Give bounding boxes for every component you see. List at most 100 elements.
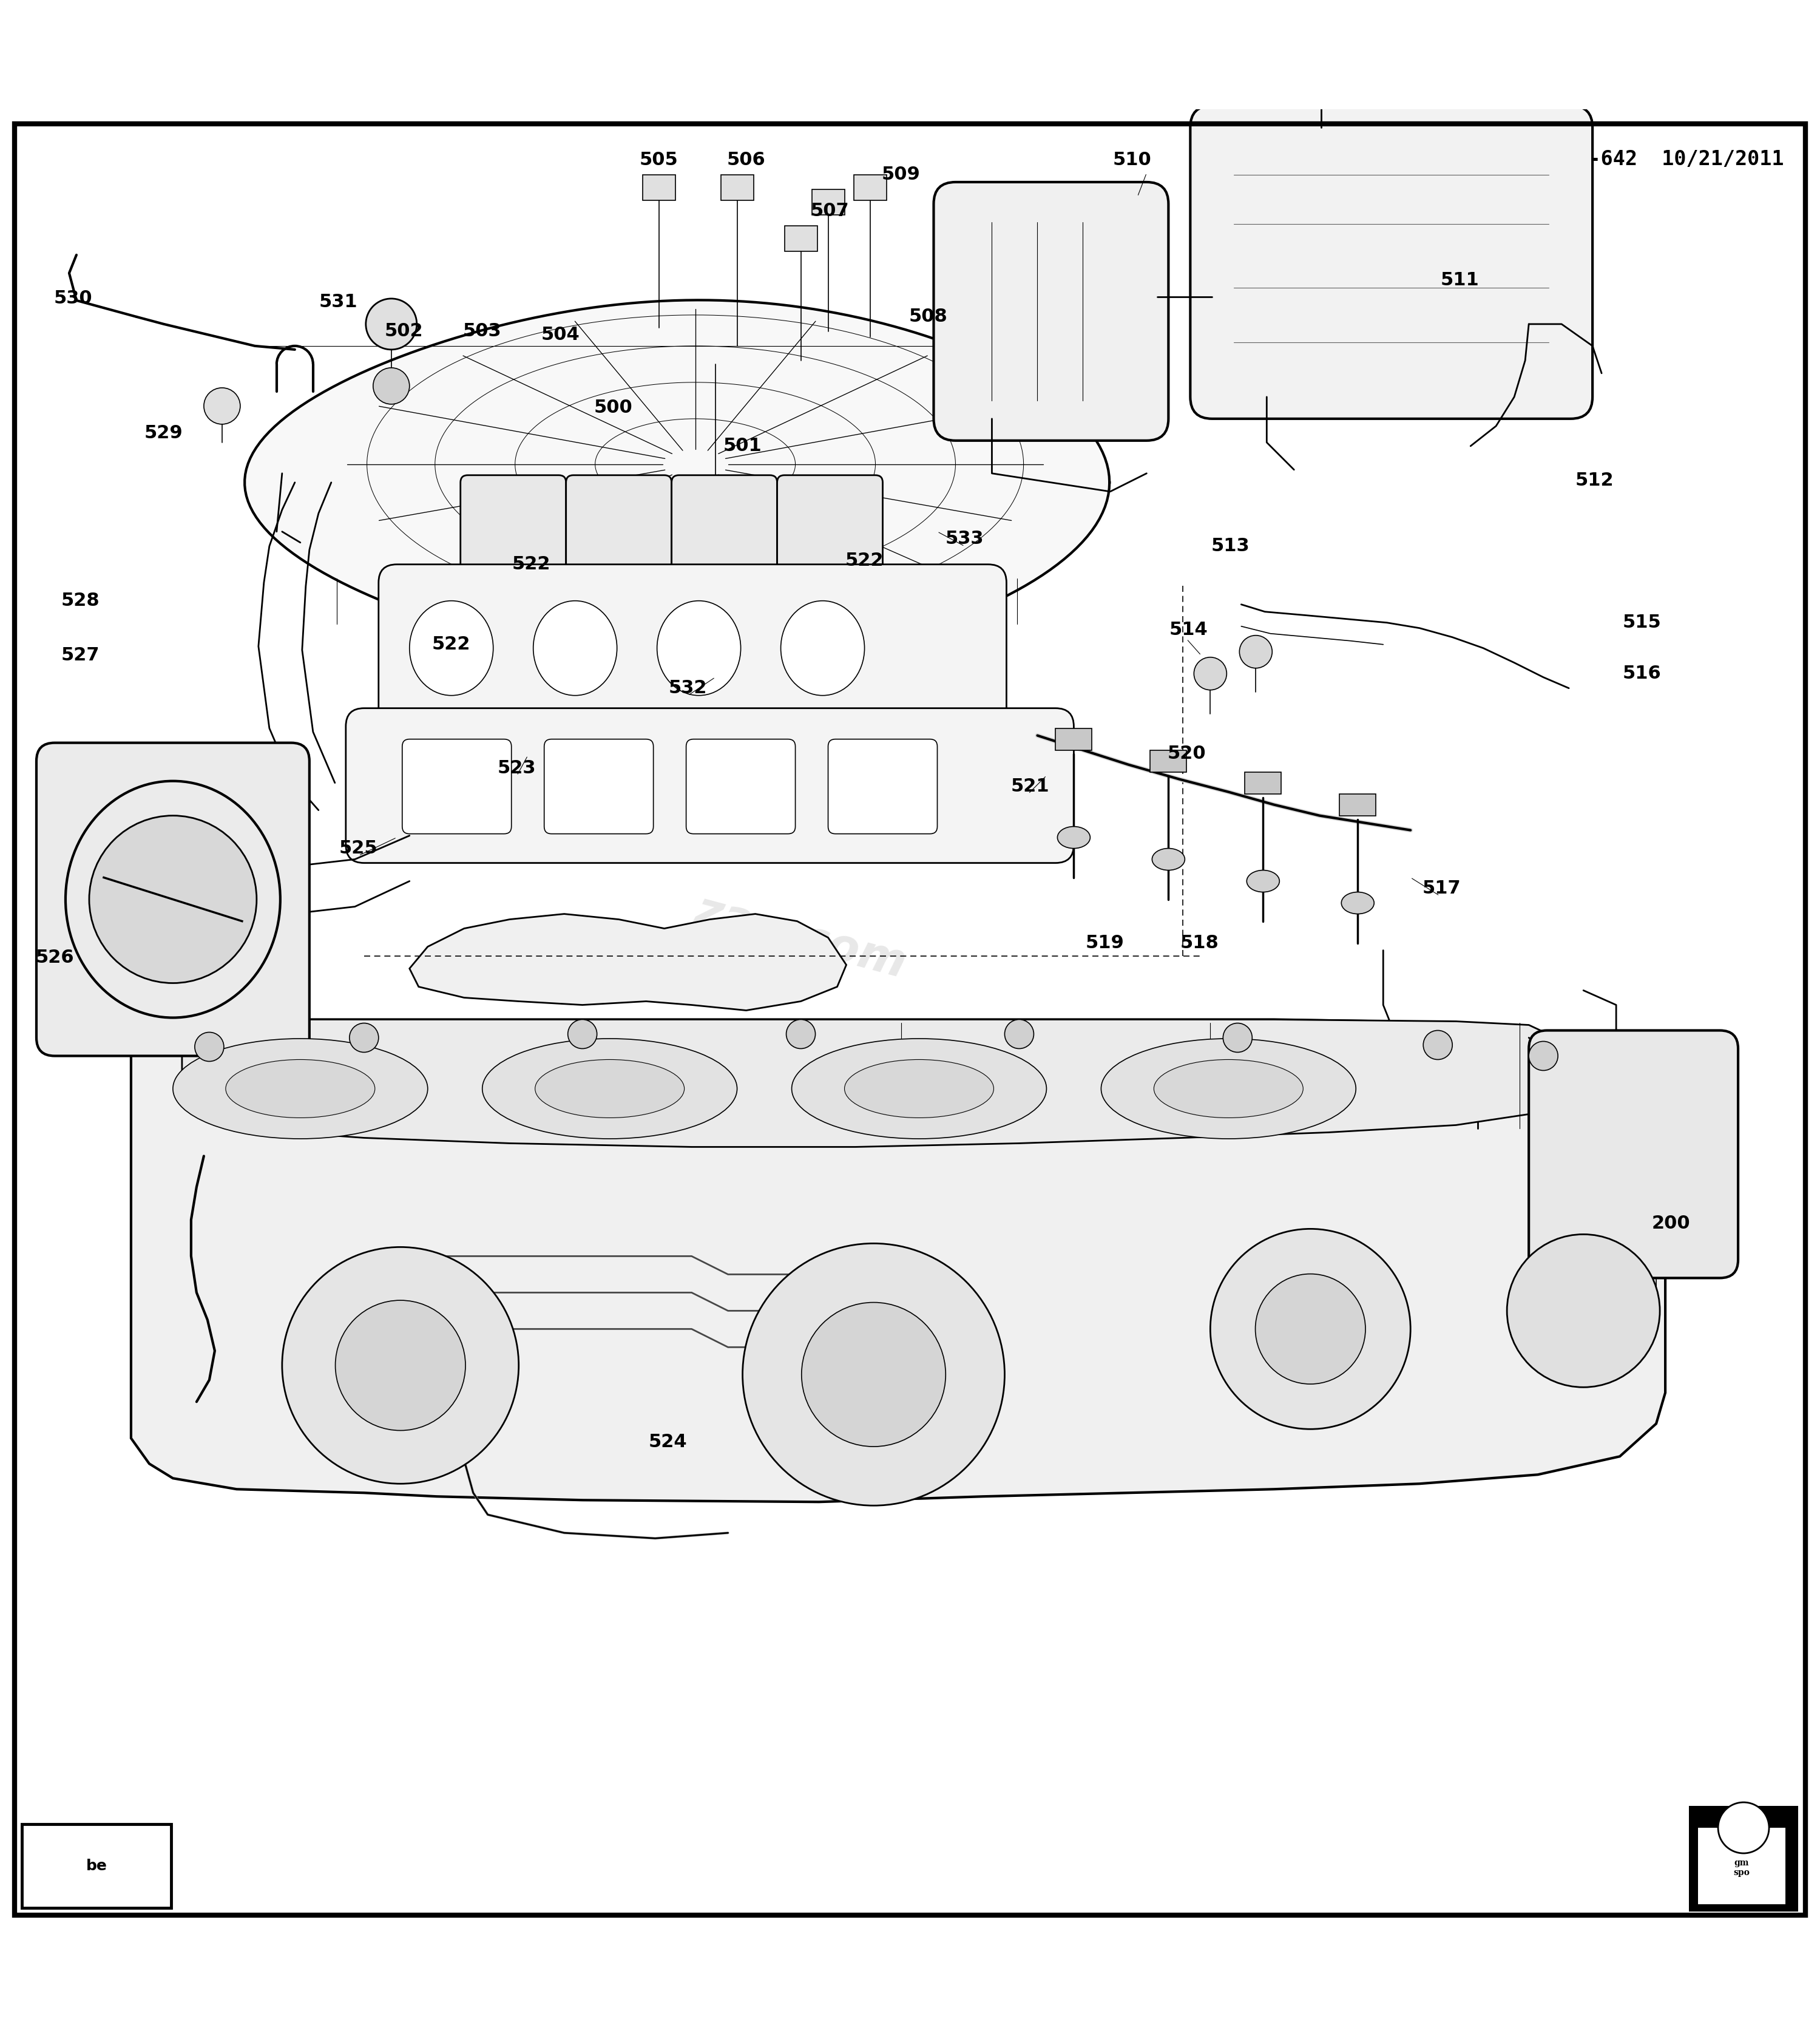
Ellipse shape — [533, 602, 617, 695]
Circle shape — [1223, 1024, 1252, 1052]
Circle shape — [1210, 1230, 1410, 1429]
Ellipse shape — [1152, 848, 1185, 871]
FancyBboxPatch shape — [934, 181, 1168, 440]
Text: gm
spo: gm spo — [1734, 1860, 1749, 1878]
Text: 533: 533 — [945, 530, 985, 548]
Text: 504: 504 — [541, 326, 581, 345]
Circle shape — [1239, 636, 1272, 669]
FancyBboxPatch shape — [544, 740, 653, 834]
Circle shape — [335, 1301, 466, 1431]
Text: 530: 530 — [53, 290, 93, 308]
Text: 513: 513 — [1210, 538, 1250, 555]
Text: 506: 506 — [726, 151, 766, 169]
Text: 517: 517 — [1421, 879, 1461, 897]
Text: 503: 503 — [462, 322, 502, 341]
FancyBboxPatch shape — [36, 742, 309, 1056]
FancyBboxPatch shape — [1529, 1030, 1738, 1278]
Text: be: be — [86, 1860, 107, 1874]
Bar — [1056, 728, 1092, 750]
Text: 520: 520 — [1167, 744, 1207, 763]
Circle shape — [1529, 1042, 1558, 1070]
Bar — [1689, 1807, 1798, 1911]
Ellipse shape — [1057, 826, 1090, 848]
Circle shape — [349, 1024, 379, 1052]
Circle shape — [743, 1244, 1005, 1505]
Text: 523: 523 — [497, 759, 537, 777]
Circle shape — [1005, 1020, 1034, 1048]
Circle shape — [195, 1032, 224, 1062]
Circle shape — [282, 1248, 519, 1484]
Bar — [721, 175, 753, 200]
Ellipse shape — [482, 1038, 737, 1138]
Text: 515: 515 — [1622, 614, 1662, 632]
Bar — [1698, 1827, 1785, 1904]
FancyBboxPatch shape — [460, 475, 566, 589]
Text: 512: 512 — [1574, 471, 1614, 489]
Polygon shape — [244, 300, 1110, 665]
FancyBboxPatch shape — [828, 740, 937, 834]
Ellipse shape — [1154, 1060, 1303, 1117]
Text: 529: 529 — [144, 424, 184, 442]
Text: 532: 532 — [668, 679, 708, 697]
Ellipse shape — [226, 1060, 375, 1117]
Ellipse shape — [1341, 893, 1374, 913]
Polygon shape — [131, 1020, 1665, 1503]
Circle shape — [786, 1020, 815, 1048]
Circle shape — [1423, 1030, 1452, 1060]
FancyBboxPatch shape — [686, 740, 795, 834]
Text: 525: 525 — [339, 840, 379, 856]
Bar — [812, 190, 844, 214]
Bar — [22, 1825, 171, 1909]
Bar — [1340, 793, 1376, 816]
Text: GM00-642  10/21/2011: GM00-642 10/21/2011 — [1540, 149, 1784, 169]
Text: 514: 514 — [1168, 622, 1208, 638]
Ellipse shape — [792, 1038, 1046, 1138]
Ellipse shape — [535, 1060, 684, 1117]
Text: 522: 522 — [511, 555, 551, 573]
Ellipse shape — [173, 1038, 428, 1138]
Text: 519: 519 — [1085, 934, 1125, 952]
Ellipse shape — [1101, 1038, 1356, 1138]
Circle shape — [366, 298, 417, 349]
Ellipse shape — [1247, 871, 1279, 893]
Text: 522: 522 — [844, 553, 885, 569]
Circle shape — [801, 1303, 946, 1446]
Text: 502: 502 — [384, 322, 424, 341]
Polygon shape — [182, 1020, 1562, 1146]
FancyBboxPatch shape — [777, 475, 883, 589]
Text: 507: 507 — [810, 202, 850, 220]
FancyBboxPatch shape — [402, 740, 511, 834]
Text: zap.com: zap.com — [690, 887, 912, 987]
Text: 501: 501 — [723, 436, 763, 455]
Text: 531: 531 — [318, 294, 359, 312]
FancyBboxPatch shape — [379, 565, 1006, 732]
Text: 509: 509 — [881, 165, 921, 184]
Circle shape — [1507, 1234, 1660, 1387]
Ellipse shape — [657, 602, 741, 695]
Text: 500: 500 — [593, 400, 633, 416]
Circle shape — [568, 1020, 597, 1048]
FancyBboxPatch shape — [566, 475, 672, 589]
Ellipse shape — [410, 602, 493, 695]
Ellipse shape — [781, 602, 864, 695]
Bar — [854, 175, 886, 200]
Text: 528: 528 — [60, 591, 100, 610]
Text: 510: 510 — [1112, 151, 1152, 169]
Text: 505: 505 — [639, 151, 679, 169]
Circle shape — [204, 387, 240, 424]
Text: 200: 200 — [1651, 1215, 1691, 1232]
Text: 526: 526 — [35, 948, 75, 966]
Text: 521: 521 — [1010, 777, 1050, 795]
Bar — [1245, 773, 1281, 793]
FancyBboxPatch shape — [346, 708, 1074, 862]
Text: 511: 511 — [1440, 271, 1480, 290]
Bar — [642, 175, 675, 200]
Circle shape — [1194, 657, 1227, 689]
Circle shape — [1718, 1802, 1769, 1853]
Text: 527: 527 — [60, 646, 100, 665]
Circle shape — [89, 816, 257, 983]
FancyBboxPatch shape — [672, 475, 777, 589]
Text: 518: 518 — [1179, 934, 1219, 952]
Text: 508: 508 — [908, 308, 948, 326]
Ellipse shape — [844, 1060, 994, 1117]
